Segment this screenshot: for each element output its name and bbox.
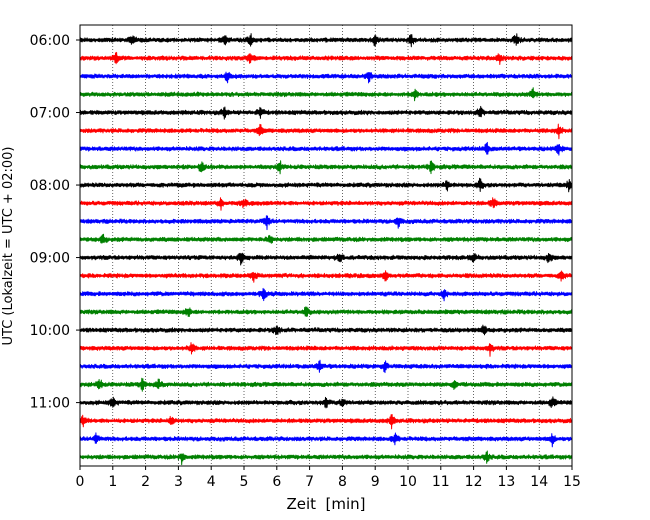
seismic-traces (79, 33, 573, 466)
x-tick-label: 15 (563, 474, 581, 490)
seismic-trace-0645 (79, 87, 573, 102)
x-tick-label: 5 (240, 474, 249, 490)
x-tick-label: 13 (497, 474, 515, 490)
seismic-trace-1000 (79, 324, 573, 336)
y-tick-label: 06:00 (30, 33, 70, 49)
y-tick-label: 11:00 (30, 396, 70, 412)
x-tick-label: 9 (371, 474, 380, 490)
y-axis-ticks: 06:00 07:00 08:00 09:00 10:00 11:00 (30, 33, 80, 412)
seismic-trace-1030 (79, 359, 573, 374)
seismic-trace-0630 (79, 71, 573, 84)
x-tick-label: 2 (141, 474, 150, 490)
seismic-trace-0700 (79, 105, 573, 120)
seismic-trace-0800 (79, 177, 573, 193)
seismic-trace-0715 (79, 123, 573, 140)
x-tick-label: 12 (465, 474, 483, 490)
seismic-trace-0730 (79, 141, 573, 156)
seismic-trace-1100 (79, 396, 573, 409)
seismic-trace-0915 (79, 270, 573, 283)
x-tick-label: 7 (305, 474, 314, 490)
seismic-trace-0600 (79, 33, 573, 48)
seismic-trace-1045 (79, 377, 573, 392)
seismic-trace-0945 (79, 306, 573, 317)
x-tick-label: 1 (108, 474, 117, 490)
x-axis-title: Zeit [min] (286, 495, 365, 513)
x-axis-ticks: 0 1 2 3 4 5 6 7 8 9 10 11 12 13 14 15 (76, 466, 581, 490)
x-tick-label: 4 (207, 474, 216, 490)
seismic-trace-0930 (79, 287, 573, 302)
seismic-trace-0815 (79, 197, 573, 211)
seismic-trace-1015 (79, 342, 573, 357)
y-tick-label: 10:00 (30, 323, 70, 339)
x-tick-label: 3 (174, 474, 183, 490)
x-tick-label: 6 (272, 474, 281, 490)
y-tick-label: 09:00 (30, 251, 70, 267)
x-tick-label: 11 (432, 474, 450, 490)
seismic-trace-0745 (79, 160, 573, 175)
seismic-trace-0830 (79, 215, 573, 231)
y-axis-title: UTC (Lokalzeit = UTC + 02:00) (1, 147, 16, 346)
seismic-trace-0615 (79, 51, 573, 65)
y-tick-label: 08:00 (30, 178, 70, 194)
x-tick-label: 8 (338, 474, 347, 490)
x-tick-label: 10 (399, 474, 417, 490)
y-tick-label: 07:00 (30, 106, 70, 122)
seismic-trace-1130 (79, 432, 573, 448)
x-tick-label: 14 (530, 474, 548, 490)
seismic-trace-1115 (79, 414, 573, 430)
plot-frame (79, 24, 573, 467)
x-tick-label: 0 (76, 474, 85, 490)
seismic-trace-0900 (79, 252, 573, 266)
seismic-trace-1145 (79, 450, 573, 466)
seismic-trace-0845 (79, 233, 573, 244)
